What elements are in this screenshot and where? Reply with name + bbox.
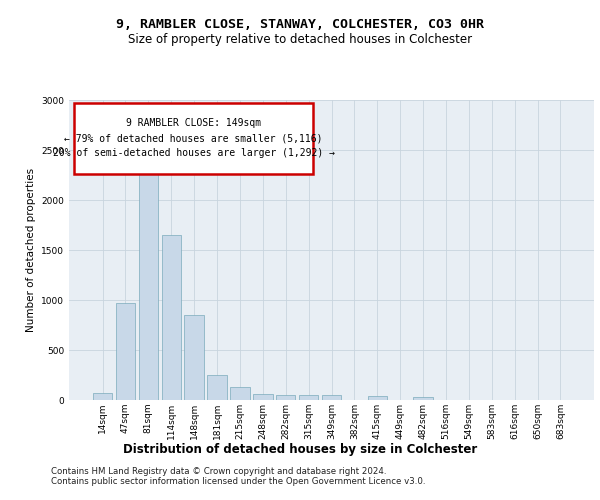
Bar <box>161 235 181 400</box>
Bar <box>276 394 295 400</box>
Text: Distribution of detached houses by size in Colchester: Distribution of detached houses by size … <box>123 442 477 456</box>
Bar <box>253 394 272 400</box>
Bar <box>230 387 250 400</box>
Bar <box>208 375 227 400</box>
Text: 9 RAMBLER CLOSE: 149sqm
← 79% of detached houses are smaller (5,116)
20% of semi: 9 RAMBLER CLOSE: 149sqm ← 79% of detache… <box>53 118 335 158</box>
Bar <box>368 396 387 400</box>
Bar <box>139 155 158 400</box>
Text: Contains HM Land Registry data © Crown copyright and database right 2024.: Contains HM Land Registry data © Crown c… <box>51 467 386 476</box>
Y-axis label: Number of detached properties: Number of detached properties <box>26 168 35 332</box>
Bar <box>413 397 433 400</box>
Bar <box>322 395 341 400</box>
Bar <box>116 302 135 400</box>
Text: 9, RAMBLER CLOSE, STANWAY, COLCHESTER, CO3 0HR: 9, RAMBLER CLOSE, STANWAY, COLCHESTER, C… <box>116 18 484 30</box>
Text: Contains public sector information licensed under the Open Government Licence v3: Contains public sector information licen… <box>51 477 425 486</box>
FancyBboxPatch shape <box>74 103 313 174</box>
Bar <box>93 392 112 400</box>
Bar <box>184 315 204 400</box>
Text: Size of property relative to detached houses in Colchester: Size of property relative to detached ho… <box>128 32 472 46</box>
Bar <box>299 394 319 400</box>
